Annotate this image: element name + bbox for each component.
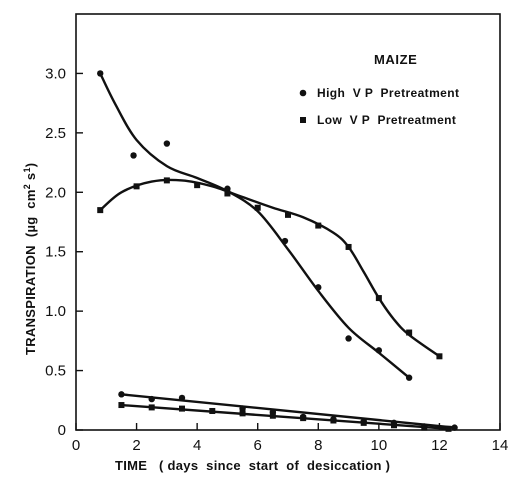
data-point-circle (345, 335, 352, 342)
y-tick-label: 2.0 (45, 184, 66, 201)
series-points (97, 70, 458, 432)
y-axis-label-exp1: 2 (22, 184, 32, 189)
data-point-circle (97, 70, 104, 77)
data-point-circle (239, 405, 246, 412)
x-tick-label: 14 (492, 437, 509, 454)
data-point-square (209, 407, 216, 414)
plot-frame (75, 13, 501, 431)
y-tick-label: 0.5 (45, 363, 66, 380)
series-line-0 (99, 72, 411, 379)
series-line-2 (120, 393, 456, 429)
x-axis-label: TIME ( days since start of desiccation ) (115, 458, 390, 473)
data-point-circle (281, 237, 289, 245)
data-point-circle (405, 374, 413, 381)
data-point-circle (375, 347, 383, 354)
data-point-circle (451, 424, 458, 431)
x-tick-label: 2 (132, 437, 140, 454)
data-point-square (436, 353, 443, 360)
data-point-square (445, 425, 452, 432)
data-point-square (194, 182, 201, 189)
data-point-square (148, 404, 155, 411)
data-point-square (224, 190, 231, 197)
data-point-square (285, 211, 291, 218)
y-tick-label: 2.5 (45, 125, 66, 142)
legend-title: MAIZE (374, 52, 417, 67)
y-axis-label-close: ) (23, 163, 38, 168)
data-point-circle (224, 185, 231, 192)
y-axis-label-s: s (23, 173, 38, 184)
data-point-circle (130, 152, 137, 159)
x-tick-label: 4 (193, 437, 201, 454)
series-line-1 (99, 178, 441, 358)
data-point-square (269, 412, 276, 419)
data-point-circle (163, 140, 171, 147)
legend-label-high: High V P Pretreatment (317, 86, 459, 100)
y-tick-label: 1.0 (45, 303, 66, 320)
y-axis-label-exp2: 1 (22, 167, 32, 172)
data-point-circle (315, 284, 322, 291)
data-point-circle (118, 391, 125, 398)
x-tick-label: 10 (371, 437, 388, 454)
x-tick-label: 6 (254, 437, 262, 454)
data-point-circle (178, 394, 186, 402)
data-point-square (179, 405, 185, 412)
x-axis-ticks: 0 2 4 6 8 10 12 14 (72, 423, 509, 454)
y-axis-label-units: (µg cm (23, 189, 38, 237)
data-point-square (315, 222, 322, 229)
data-point-square (97, 207, 104, 214)
data-point-square (163, 177, 170, 184)
data-point-square (345, 243, 352, 250)
data-point-circle (148, 395, 155, 403)
data-point-square (330, 417, 337, 424)
x-tick-label: 12 (431, 437, 448, 454)
data-point-square (421, 424, 428, 431)
x-tick-label: 0 (72, 437, 80, 454)
y-axis-label: TRANSPIRATION (µg cm2 s1) (22, 163, 38, 355)
legend-marker-high (299, 89, 307, 97)
y-axis-label-main: TRANSPIRATION (23, 245, 38, 355)
y-tick-label: 1.5 (45, 244, 66, 261)
data-point-square (118, 402, 125, 409)
data-point-square (300, 415, 307, 422)
data-point-square (254, 204, 261, 211)
data-point-square (239, 410, 246, 417)
y-tick-label: 0 (58, 422, 66, 439)
legend-marker-low (300, 117, 306, 123)
x-tick-label: 8 (314, 437, 322, 454)
y-axis-ticks: 0 0.5 1.0 1.5 2.0 2.5 3.0 (45, 65, 83, 439)
data-point-square (133, 183, 140, 190)
data-point-square (375, 295, 382, 302)
series-line-3 (120, 403, 450, 431)
data-point-square (360, 419, 367, 426)
legend-label-low: Low V P Pretreatment (317, 113, 456, 127)
data-point-square (391, 422, 397, 429)
y-tick-label: 3.0 (45, 65, 66, 82)
data-point-square (406, 329, 413, 336)
